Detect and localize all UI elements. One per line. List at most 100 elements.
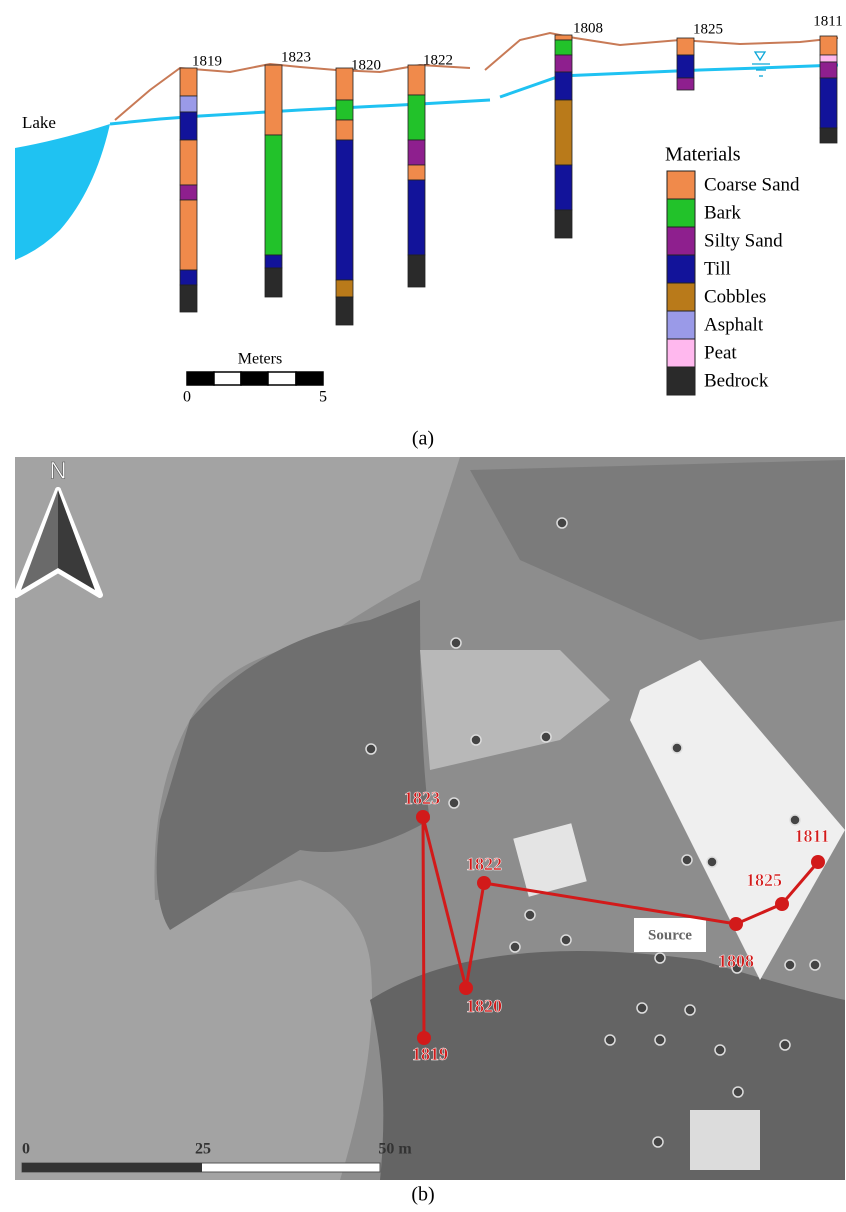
well-dot [637,1003,647,1013]
borehole-layer [820,78,837,128]
legend-label: Till [704,258,731,279]
borehole-layer [677,55,694,78]
borehole-layer [180,285,197,312]
well-dot [525,910,535,920]
ground-surface [485,33,838,70]
legend-label: Peat [704,342,737,363]
borehole-layer [336,297,353,325]
legend: Coarse Sand Bark Silty Sand Till Cobbles Asph… [667,171,800,395]
well-dot [733,1087,743,1097]
borehole-layer [336,120,353,140]
legend-swatch [667,255,695,283]
well-dot [449,798,459,808]
borehole-layer [180,68,197,96]
borehole-layer [180,140,197,185]
page: Lake 1819 1823 1820 1822 1808 1825 1811 Materi… [0,0,846,1212]
water-symbol [752,52,770,76]
water-table [110,100,490,124]
figure: Lake 1819 1823 1820 1822 1808 1825 1811 Materi… [0,0,846,1212]
borehole-layer [408,95,425,140]
well-dot [655,1035,665,1045]
legend-swatch [667,283,695,311]
borehole-layer [555,210,572,238]
well-dot [672,743,682,753]
well-dot [655,953,665,963]
borehole-layer [180,185,197,200]
borehole-layer [408,180,425,255]
borehole-layer [555,40,572,55]
well-marker [417,1031,431,1045]
scale-label: 5 [319,389,327,406]
well-dot [451,638,461,648]
legend-title: Materials [665,144,741,166]
well-marker [811,855,825,869]
borehole-label: 1819 [192,53,222,69]
borehole-layer [180,270,197,285]
well-marker [729,917,743,931]
legend-swatch [667,311,695,339]
well-marker [416,810,430,824]
borehole-layer [408,65,425,95]
borehole-layer [555,72,572,100]
scale-title: Meters [238,351,282,368]
borehole-layer [820,55,837,62]
well-dot [541,732,551,742]
caption: (b) [411,1184,434,1206]
borehole-layer [820,128,837,143]
well-dot [653,1137,663,1147]
scale-bar [187,372,323,385]
well-label: 1823 [404,788,440,808]
map-scale [22,1163,202,1172]
borehole-layer [336,140,353,280]
borehole-layer [677,78,694,90]
well-dot [561,935,571,945]
borehole-layer [180,200,197,270]
well-dot [471,735,481,745]
water-table [500,65,838,97]
well-label: 1808 [718,951,754,971]
borehole-layer [180,96,197,112]
borehole-layer [408,140,425,165]
caption: (a) [412,428,434,450]
well-dot [682,855,692,865]
legend-label: Bark [704,202,741,223]
legend-swatch [667,227,695,255]
legend-label: Silty Sand [704,230,783,251]
borehole-layer [820,62,837,78]
well-dot [707,857,717,867]
legend-label: Coarse Sand [704,174,800,195]
well-dot [685,1005,695,1015]
map-scale-label: 50 m [378,1141,412,1158]
borehole-layer [265,135,282,255]
borehole-layer [336,280,353,297]
borehole-layer [408,165,425,180]
lake [15,124,110,260]
legend-label: Bedrock [704,370,769,391]
well-dot [790,815,800,825]
lake-label: Lake [22,113,56,132]
well-marker [775,897,789,911]
well-label: 1820 [466,996,502,1016]
legend-swatch [667,339,695,367]
well-label: 1822 [466,854,502,874]
borehole-layer [265,65,282,135]
legend-label: Cobbles [704,286,766,307]
borehole-label: 1825 [693,21,723,37]
borehole-layer [677,38,694,55]
well-dot [557,518,567,528]
borehole-layer [408,255,425,287]
well-dot [785,960,795,970]
borehole-label: 1808 [573,20,603,36]
borehole-label: 1823 [281,49,311,65]
map-scale-label: 25 [195,1141,211,1158]
scale-label: 0 [183,389,191,406]
well-label: 1819 [412,1044,448,1064]
well-dot [715,1045,725,1055]
legend-label: Asphalt [704,314,764,335]
borehole-label: 1811 [813,13,842,29]
well-dot [605,1035,615,1045]
borehole-layer [555,165,572,210]
aerial-map [15,457,845,1180]
borehole-layer [555,55,572,72]
well-label: 1811 [794,826,829,846]
